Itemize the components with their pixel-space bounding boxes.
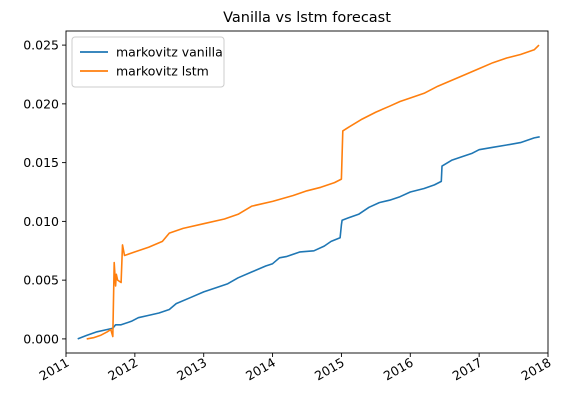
chart-title: Vanilla vs lstm forecast bbox=[223, 10, 391, 26]
x-tick-label: 2013 bbox=[174, 355, 209, 384]
x-tick-label: 2012 bbox=[105, 355, 140, 384]
series-line-2 bbox=[86, 44, 540, 340]
legend-label: markovitz lstm bbox=[116, 64, 209, 79]
y-tick-label: 0.020 bbox=[23, 96, 59, 111]
x-tick-label: 2018 bbox=[518, 355, 553, 384]
axes: 0.000 0.005 0.010 0.015 0.020 0.025 2011 2012 20… bbox=[23, 30, 554, 384]
plot-frame bbox=[65, 30, 549, 354]
x-tick-label: 2014 bbox=[243, 355, 278, 384]
legend-box bbox=[71, 36, 225, 88]
x-tick-label: 2011 bbox=[36, 355, 71, 384]
y-tick-label: 0.025 bbox=[23, 38, 59, 53]
series-line-1 bbox=[77, 136, 540, 340]
y-tick-label: 0.010 bbox=[23, 214, 59, 229]
y-tick-label: 0.000 bbox=[23, 331, 59, 346]
series-layer bbox=[77, 44, 540, 340]
x-tick-label: 2015 bbox=[312, 355, 347, 384]
x-tick-label: 2017 bbox=[450, 355, 485, 384]
legend-label: markovitz vanilla bbox=[116, 45, 223, 60]
x-tick-label: 2016 bbox=[381, 355, 416, 384]
y-tick-label: 0.005 bbox=[23, 273, 59, 288]
legend: markovitz vanilla markovitz lstm bbox=[71, 36, 225, 88]
y-tick-label: 0.015 bbox=[23, 155, 59, 170]
